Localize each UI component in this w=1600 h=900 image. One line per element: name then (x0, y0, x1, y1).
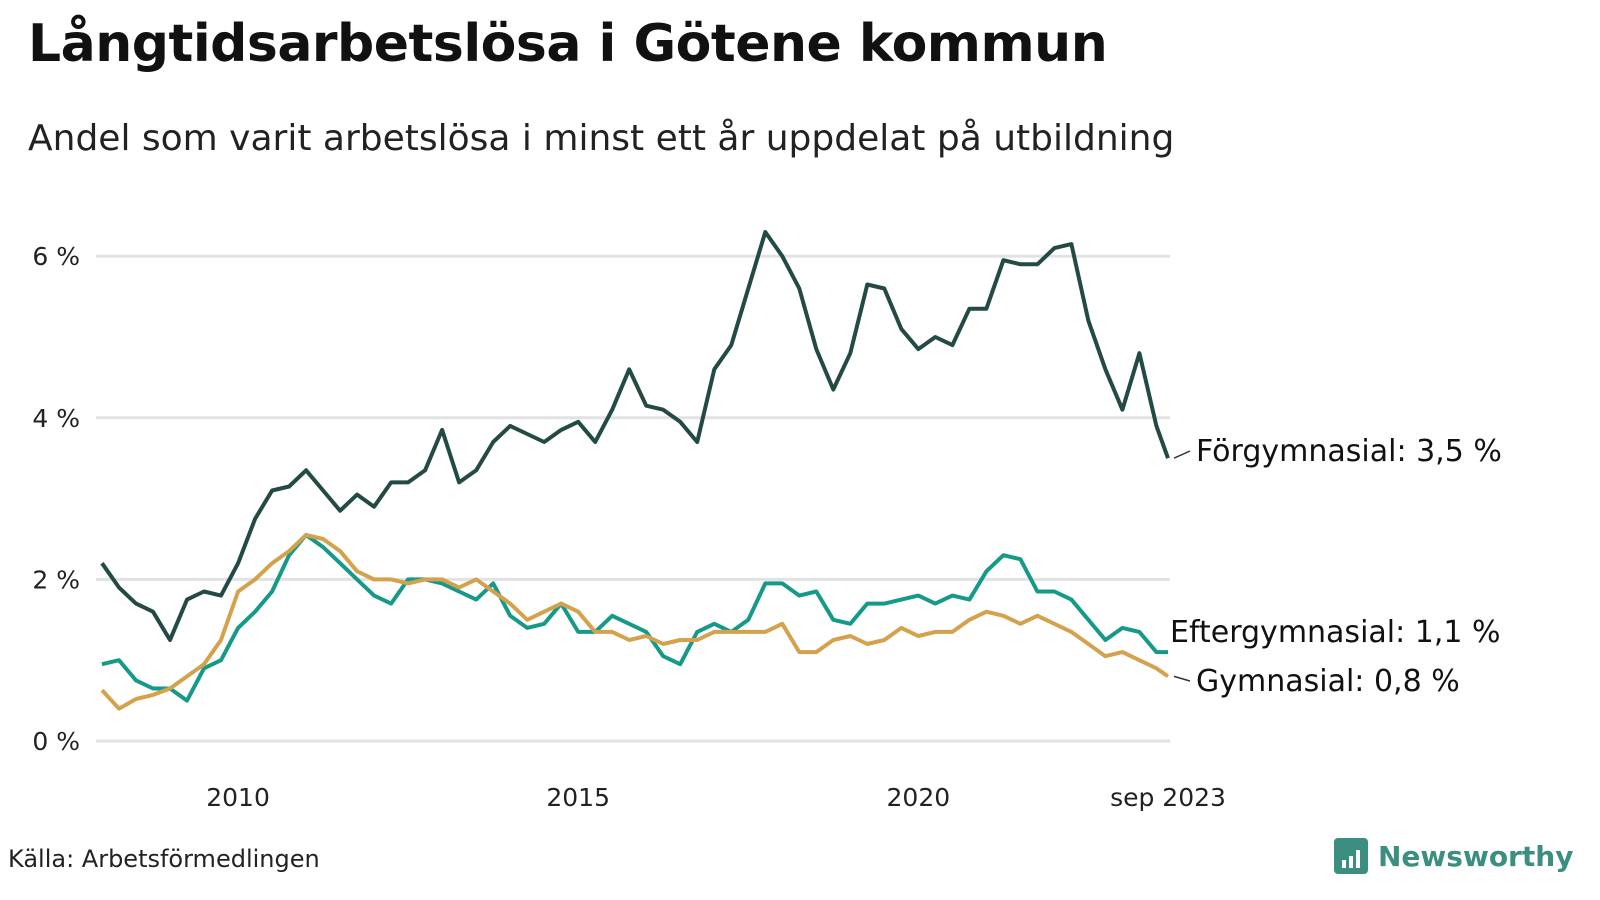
x-tick-label: 2010 (206, 783, 270, 812)
label-leader (1173, 450, 1191, 459)
label-leader (1173, 675, 1191, 682)
series-label: Förgymnasial: 3,5 % (1196, 434, 1502, 469)
series-line-förgymnasial (100, 230, 1170, 642)
x-tick-label: 2020 (887, 783, 951, 812)
brand-logo: Newsworthy (1334, 838, 1573, 874)
y-tick-label: 0 % (32, 727, 80, 756)
source-note: Källa: Arbetsförmedlingen (8, 845, 320, 873)
series-label: Eftergymnasial: 1,1 % (1170, 615, 1501, 650)
x-tick-label: sep 2023 (1110, 783, 1226, 812)
chart-title: Långtidsarbetslösa i Götene kommun (28, 14, 1108, 74)
series-label: Gymnasial: 0,8 % (1196, 664, 1460, 699)
y-tick-label: 4 % (32, 404, 80, 433)
y-tick-label: 2 % (32, 565, 80, 594)
chart-subtitle: Andel som varit arbetslösa i minst ett å… (28, 118, 1175, 159)
brand-name: Newsworthy (1378, 839, 1574, 873)
bar-chart-icon (1334, 838, 1368, 874)
series-line-gymnasial (100, 533, 1170, 711)
series-line-eftergymnasial (101, 533, 1168, 703)
x-tick-label: 2015 (546, 783, 610, 812)
y-tick-label: 6 % (32, 242, 80, 271)
